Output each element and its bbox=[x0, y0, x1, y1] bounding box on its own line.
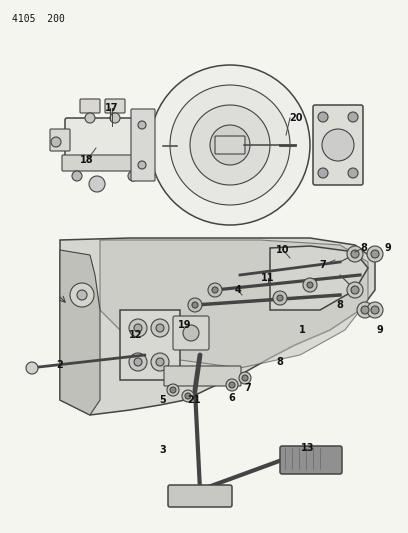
Circle shape bbox=[188, 298, 202, 312]
Circle shape bbox=[77, 290, 87, 300]
Text: 8: 8 bbox=[337, 300, 344, 310]
Polygon shape bbox=[100, 240, 368, 368]
Text: 6: 6 bbox=[228, 393, 235, 403]
Circle shape bbox=[150, 65, 310, 225]
Circle shape bbox=[351, 286, 359, 294]
Circle shape bbox=[129, 319, 147, 337]
FancyBboxPatch shape bbox=[215, 136, 245, 154]
Circle shape bbox=[72, 171, 82, 181]
FancyBboxPatch shape bbox=[105, 99, 125, 113]
Circle shape bbox=[303, 278, 317, 292]
Text: 20: 20 bbox=[289, 113, 303, 123]
Circle shape bbox=[242, 375, 248, 381]
Polygon shape bbox=[60, 250, 100, 415]
Circle shape bbox=[170, 85, 290, 205]
Circle shape bbox=[156, 324, 164, 332]
Circle shape bbox=[110, 113, 120, 123]
FancyBboxPatch shape bbox=[80, 99, 100, 113]
Circle shape bbox=[210, 125, 250, 165]
Text: 13: 13 bbox=[301, 443, 315, 453]
Text: 18: 18 bbox=[80, 155, 94, 165]
FancyBboxPatch shape bbox=[50, 129, 70, 151]
Circle shape bbox=[192, 302, 198, 308]
Circle shape bbox=[138, 161, 146, 169]
Circle shape bbox=[371, 250, 379, 258]
Text: 9: 9 bbox=[385, 243, 391, 253]
Text: 19: 19 bbox=[178, 320, 192, 330]
Circle shape bbox=[318, 168, 328, 178]
FancyBboxPatch shape bbox=[164, 366, 241, 386]
Circle shape bbox=[277, 295, 283, 301]
Circle shape bbox=[348, 168, 358, 178]
FancyBboxPatch shape bbox=[131, 109, 155, 181]
Circle shape bbox=[229, 382, 235, 388]
Circle shape bbox=[89, 176, 105, 192]
Circle shape bbox=[134, 324, 142, 332]
Circle shape bbox=[167, 384, 179, 396]
Text: 10: 10 bbox=[276, 245, 290, 255]
Circle shape bbox=[156, 358, 164, 366]
Circle shape bbox=[347, 246, 363, 262]
Text: 2: 2 bbox=[57, 360, 63, 370]
Circle shape bbox=[151, 319, 169, 337]
Circle shape bbox=[182, 390, 194, 402]
FancyBboxPatch shape bbox=[65, 118, 145, 162]
Circle shape bbox=[367, 302, 383, 318]
Text: 1: 1 bbox=[299, 325, 305, 335]
FancyBboxPatch shape bbox=[280, 446, 342, 474]
Circle shape bbox=[183, 325, 199, 341]
Circle shape bbox=[367, 246, 383, 262]
Text: 8: 8 bbox=[361, 243, 368, 253]
Text: 4: 4 bbox=[235, 285, 242, 295]
Text: 7: 7 bbox=[245, 383, 251, 393]
Circle shape bbox=[318, 112, 328, 122]
Circle shape bbox=[70, 283, 94, 307]
Polygon shape bbox=[270, 246, 368, 310]
Circle shape bbox=[226, 379, 238, 391]
Text: 17: 17 bbox=[105, 103, 119, 113]
Text: 9: 9 bbox=[377, 325, 384, 335]
Circle shape bbox=[307, 282, 313, 288]
Circle shape bbox=[128, 171, 138, 181]
Text: 4105  200: 4105 200 bbox=[12, 14, 65, 24]
Polygon shape bbox=[120, 310, 180, 380]
Text: 3: 3 bbox=[160, 445, 166, 455]
Text: 11: 11 bbox=[261, 273, 275, 283]
Circle shape bbox=[357, 302, 373, 318]
Circle shape bbox=[273, 291, 287, 305]
Circle shape bbox=[371, 306, 379, 314]
Circle shape bbox=[348, 112, 358, 122]
Circle shape bbox=[190, 105, 270, 185]
Circle shape bbox=[347, 282, 363, 298]
Circle shape bbox=[151, 353, 169, 371]
Circle shape bbox=[208, 283, 222, 297]
FancyBboxPatch shape bbox=[62, 155, 148, 171]
Circle shape bbox=[134, 358, 142, 366]
FancyBboxPatch shape bbox=[168, 485, 232, 507]
Text: 5: 5 bbox=[160, 395, 166, 405]
Text: 7: 7 bbox=[319, 260, 326, 270]
Circle shape bbox=[26, 362, 38, 374]
Circle shape bbox=[239, 372, 251, 384]
Circle shape bbox=[138, 121, 146, 129]
Circle shape bbox=[170, 387, 176, 393]
Circle shape bbox=[51, 137, 61, 147]
Circle shape bbox=[322, 129, 354, 161]
Text: 21: 21 bbox=[187, 395, 201, 405]
Text: 12: 12 bbox=[129, 330, 143, 340]
Circle shape bbox=[361, 306, 369, 314]
FancyBboxPatch shape bbox=[173, 316, 209, 350]
FancyBboxPatch shape bbox=[313, 105, 363, 185]
Circle shape bbox=[351, 250, 359, 258]
Polygon shape bbox=[60, 238, 375, 415]
Circle shape bbox=[212, 287, 218, 293]
Circle shape bbox=[85, 113, 95, 123]
FancyBboxPatch shape bbox=[142, 136, 164, 156]
Text: 8: 8 bbox=[277, 357, 284, 367]
Circle shape bbox=[185, 393, 191, 399]
Circle shape bbox=[129, 353, 147, 371]
